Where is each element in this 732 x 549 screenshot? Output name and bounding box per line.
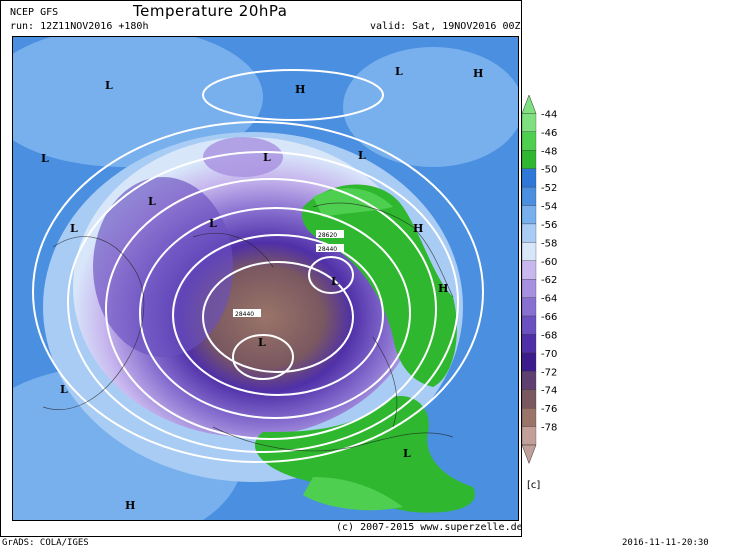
contour-label: 28620 [318,232,337,239]
legend-swatch [521,168,537,188]
low-marker: L [403,447,411,460]
legend-arrow-bottom [521,444,537,465]
legend-swatch [521,150,537,169]
legend-swatch [521,426,537,446]
low-marker: L [70,222,78,235]
legend-swatch [521,389,537,409]
legend-swatch [521,352,537,372]
legend-label: -60 [541,257,557,268]
legend-swatch [521,297,537,317]
high-marker: H [438,282,448,295]
color-legend: -44 -46 -48 -50 -52 -54 -56 -58 -60 -62 -64 -66 -68 -… [519,94,557,465]
run-time: run: 12Z11NOV2016 +180h [10,21,149,32]
legend-swatch [521,223,537,243]
legend-swatch [521,408,537,427]
legend-swatch [521,186,537,206]
timestamp: 2016-11-11-20:30 [622,538,709,548]
model-source: NCEP GFS [10,7,59,18]
high-marker: H [413,222,423,235]
low-marker: L [148,195,156,208]
legend-label: -74 [541,386,557,397]
legend-label: -50 [541,165,557,176]
legend-label: -44 [541,109,557,120]
low-marker: L [60,383,68,396]
legend-swatch [521,371,537,390]
legend-arrow-top [521,94,537,114]
legend-swatch [521,131,537,151]
legend-swatch [521,315,537,335]
low-marker: L [258,336,266,349]
legend-unit: [c] [527,480,541,491]
low-marker: L [263,151,271,164]
legend-swatch [521,279,537,298]
legend-label: -54 [541,202,557,213]
legend-label: -46 [541,128,557,139]
grads-credit: GrADS: COLA/IGES [2,538,89,548]
low-marker: L [331,275,339,288]
legend-label: -68 [541,330,557,341]
low-marker: L [41,152,49,165]
chart-frame [0,0,522,537]
low-marker: L [209,217,217,230]
legend-label: -72 [541,367,557,378]
high-marker: H [125,499,135,512]
legend-swatch [521,334,537,354]
legend-label: -52 [541,183,557,194]
legend-label: -64 [541,294,557,305]
high-marker: H [473,67,483,80]
legend-swatch [521,205,537,225]
contour-label: 28440 [235,311,254,318]
legend-label: -58 [541,238,557,249]
legend-label: -70 [541,349,557,360]
temperature-map: L L L L L L L L L L L L H H H H H 28620 … [12,36,519,521]
legend-label: -66 [541,312,557,323]
legend-swatch [521,242,537,261]
low-marker: L [358,149,366,162]
legend-swatch [521,113,537,132]
low-marker: L [395,65,403,78]
high-marker: H [295,83,305,96]
contour-label: 28440 [318,246,337,253]
valid-time: valid: Sat, 19NOV2016 00Z [370,21,521,32]
legend-label: -76 [541,404,557,415]
legend-label: -78 [541,423,557,434]
legend-label: -48 [541,146,557,157]
chart-title: Temperature 20hPa [133,2,288,20]
low-marker: L [105,79,113,92]
copyright: (c) 2007-2015 www.superzelle.de [336,522,523,533]
legend-label: -62 [541,275,557,286]
legend-swatch [521,260,537,280]
legend-label: -56 [541,220,557,231]
